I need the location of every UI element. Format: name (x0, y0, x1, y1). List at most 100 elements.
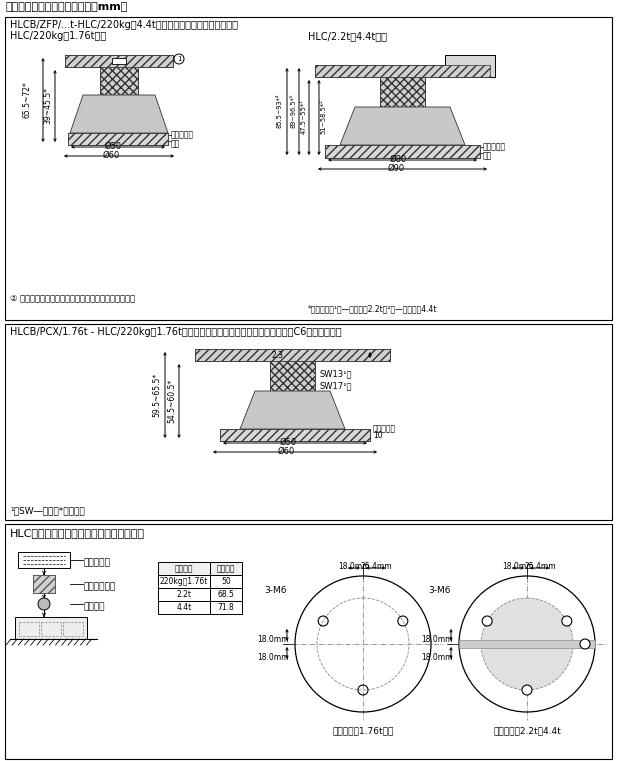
Text: 18.0mm: 18.0mm (257, 653, 289, 662)
Text: ② スプリングシャックルにより足をロードセルに固定: ② スプリングシャックルにより足をロードセルに固定 (10, 294, 135, 303)
Text: 18.0mm: 18.0mm (421, 653, 453, 662)
Polygon shape (240, 391, 345, 429)
Text: ゴム: ゴム (483, 151, 492, 160)
Bar (270, 361, 315, 391)
Bar (270, 361, 315, 391)
Bar (5, 17, 612, 320)
Bar (380, 77, 425, 107)
Text: 89~96.5*⁵: 89~96.5*⁵ (290, 94, 296, 129)
Text: 68.5: 68.5 (218, 590, 234, 599)
Text: 18.0mm: 18.0mm (338, 562, 370, 571)
Text: Ø60: Ø60 (103, 151, 120, 160)
Text: SW13¹）: SW13¹） (320, 369, 352, 378)
Bar (158, 601, 210, 614)
Text: *一高さ調整¹）—最大容量2.2t／²）—最大容量4.4t: *一高さ調整¹）—最大容量2.2t／²）—最大容量4.4t (308, 304, 437, 313)
Bar (41, 622, 61, 636)
Bar (158, 562, 210, 575)
Text: 10: 10 (373, 431, 383, 440)
Text: レシーバー: レシーバー (84, 558, 111, 567)
Text: HLC/220kg！1.76t用：: HLC/220kg！1.76t用： (10, 31, 106, 41)
Bar (15, 617, 87, 639)
Text: 4.4t: 4.4t (176, 603, 192, 612)
Text: Ø80: Ø80 (390, 155, 407, 164)
Bar (210, 562, 242, 575)
Bar (100, 67, 138, 95)
Bar (158, 575, 210, 588)
Bar (19, 622, 39, 636)
Text: 39~45.5*: 39~45.5* (44, 88, 52, 125)
Text: ¹）SW―平座　*高さ調整: ¹）SW―平座 *高さ調整 (10, 506, 85, 515)
Text: 18.0mm: 18.0mm (421, 635, 453, 644)
Text: Ø90: Ø90 (388, 164, 405, 173)
Bar (5, 324, 612, 520)
Circle shape (562, 616, 572, 626)
Bar (195, 349, 390, 361)
Text: 25.4mm: 25.4mm (524, 562, 556, 571)
Text: 18.0mm: 18.0mm (257, 635, 289, 644)
Bar (5, 524, 612, 759)
Text: 2.3: 2.3 (272, 351, 284, 360)
Text: Ø50: Ø50 (280, 438, 297, 447)
Text: 3-M6: 3-M6 (428, 586, 451, 595)
Polygon shape (340, 107, 465, 145)
Text: ステンレス: ステンレス (171, 130, 194, 139)
Bar (33, 575, 55, 593)
Bar (220, 429, 370, 441)
Text: 25.4mm: 25.4mm (360, 562, 392, 571)
Bar (210, 601, 242, 614)
Polygon shape (70, 95, 168, 133)
Text: 最大容量：1.76tまで: 最大容量：1.76tまで (333, 726, 394, 735)
Text: 220kg！1.76t: 220kg！1.76t (160, 577, 208, 586)
Text: 荷量円面: 荷量円面 (84, 602, 106, 611)
Bar (100, 67, 138, 95)
Text: SW17¹）: SW17¹） (320, 381, 352, 390)
Text: HLCB/PCX/1.76t - HLC/220kg！1.76t用ロードフット（ステンレス）、精度等級C6まで使用可能: HLCB/PCX/1.76t - HLC/220kg！1.76t用ロードフット（… (10, 327, 342, 337)
Text: 51~58.5*²: 51~58.5*² (320, 100, 326, 135)
Bar (68, 133, 168, 145)
Text: ステンレス: ステンレス (483, 142, 506, 151)
Text: 2.2t: 2.2t (176, 590, 191, 599)
Circle shape (38, 598, 50, 610)
Bar (220, 429, 370, 441)
Text: HLC用ロッカーピンセット（ステンレス）: HLC用ロッカーピンセット（ステンレス） (10, 528, 145, 538)
Text: HLCB/ZFP/...t-HLC/220kg！4.4t用ロードフット（ステンレス）: HLCB/ZFP/...t-HLC/220kg！4.4t用ロードフット（ステンレ… (10, 20, 238, 30)
Bar (315, 65, 490, 77)
Bar (210, 575, 242, 588)
Text: 最大容量：2.2t，4.4t: 最大容量：2.2t，4.4t (493, 726, 561, 735)
Circle shape (481, 598, 573, 690)
Bar (195, 349, 390, 361)
Bar (158, 588, 210, 601)
Circle shape (482, 616, 492, 626)
Circle shape (580, 639, 590, 649)
Bar (445, 55, 495, 77)
Text: 3-M6: 3-M6 (265, 586, 287, 595)
Text: Ø50: Ø50 (105, 142, 122, 151)
Bar (459, 640, 595, 648)
Text: 50: 50 (221, 577, 231, 586)
Bar (65, 55, 173, 67)
Bar (63, 622, 83, 636)
Bar (315, 65, 490, 77)
Text: 71.8: 71.8 (218, 603, 234, 612)
Text: 85.5~93*⁴: 85.5~93*⁴ (277, 94, 283, 129)
Text: 取付高さ: 取付高さ (217, 564, 235, 573)
Bar (68, 133, 168, 145)
Bar (210, 588, 242, 601)
Text: HLC/2.2t，4.4t用：: HLC/2.2t，4.4t用： (308, 31, 387, 41)
Bar (65, 55, 173, 67)
Text: Ø60: Ø60 (278, 447, 296, 456)
Bar (380, 77, 425, 107)
Text: 最大容量: 最大容量 (175, 564, 193, 573)
Text: 65.5~72*: 65.5~72* (22, 81, 31, 119)
Bar (112, 58, 126, 64)
Text: ステンレス: ステンレス (373, 424, 396, 433)
Text: ロッカーピン: ロッカーピン (84, 582, 116, 591)
Bar (33, 575, 55, 593)
Text: ゴム: ゴム (171, 139, 180, 148)
Text: アクセサリ（別売）：（単位：mm）: アクセサリ（別売）：（単位：mm） (5, 2, 127, 12)
Text: 1: 1 (176, 56, 181, 62)
Bar (325, 145, 480, 158)
Text: 54.5~60.5*: 54.5~60.5* (167, 379, 176, 423)
Circle shape (522, 685, 532, 695)
Text: 59.5~65.5*: 59.5~65.5* (152, 373, 161, 417)
